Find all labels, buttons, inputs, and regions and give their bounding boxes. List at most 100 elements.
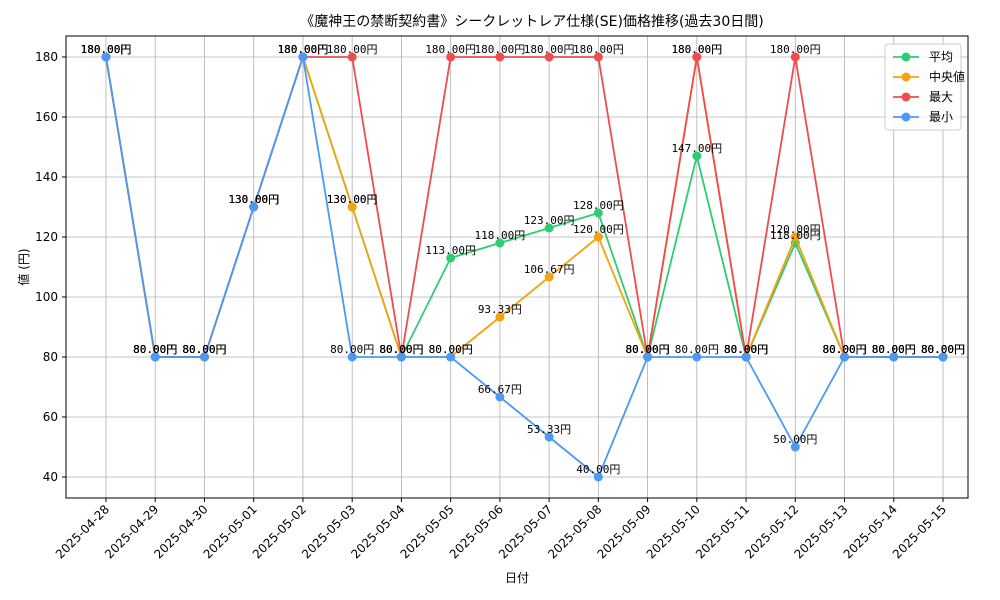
data-point <box>593 232 603 242</box>
data-label: 130.00円 <box>228 193 279 206</box>
data-label: 80.00円 <box>379 343 423 356</box>
data-label: 80.00円 <box>330 343 374 356</box>
data-point <box>790 232 800 242</box>
data-point <box>347 202 357 212</box>
data-label: 180.00円 <box>81 43 132 56</box>
data-point <box>544 223 554 233</box>
data-point <box>101 52 111 62</box>
data-point <box>840 352 850 362</box>
data-point <box>446 352 456 362</box>
data-label: 130.00円 <box>228 193 279 206</box>
legend-label: 中央値 <box>929 69 965 84</box>
data-label: 80.00円 <box>182 343 226 356</box>
data-label: 180.00円 <box>81 43 132 56</box>
data-point <box>495 52 505 62</box>
data-label: 80.00円 <box>872 343 916 356</box>
data-label: 80.00円 <box>872 343 916 356</box>
legend-label: 平均 <box>929 50 953 64</box>
data-point <box>298 52 308 62</box>
data-label: 130.00円 <box>228 193 279 206</box>
series-line-2 <box>105 56 943 358</box>
data-label: 80.00円 <box>626 343 670 356</box>
data-point <box>544 272 554 282</box>
y-axis-label: 値 (円) <box>16 248 31 285</box>
legend-marker <box>901 72 911 82</box>
legend-marker <box>901 112 911 122</box>
data-label: 80.00円 <box>626 343 670 356</box>
data-label: 180.00円 <box>278 43 329 56</box>
legend-marker <box>901 52 911 62</box>
data-point <box>446 253 456 263</box>
data-label: 40.00円 <box>576 463 620 476</box>
data-label: 80.00円 <box>182 343 226 356</box>
data-label: 180.00円 <box>475 43 526 56</box>
data-label: 180.00円 <box>327 43 378 56</box>
data-label: 53.33円 <box>527 423 571 436</box>
data-point <box>692 352 702 362</box>
y-tick-label: 140 <box>35 170 58 184</box>
data-point <box>889 352 899 362</box>
data-label: 80.00円 <box>724 343 768 356</box>
data-point <box>790 52 800 62</box>
data-point <box>593 52 603 62</box>
data-label: 66.67円 <box>478 383 522 396</box>
data-point <box>199 352 209 362</box>
legend-marker <box>901 92 911 102</box>
data-label: 80.00円 <box>822 343 866 356</box>
series-line-1 <box>105 56 943 358</box>
data-label: 80.00円 <box>626 343 670 356</box>
data-label: 80.00円 <box>822 343 866 356</box>
series-line-0 <box>105 56 943 358</box>
data-point <box>396 352 406 362</box>
data-point <box>741 352 751 362</box>
data-point <box>643 352 653 362</box>
data-point <box>249 202 259 212</box>
series-group <box>101 52 948 482</box>
data-label: 80.00円 <box>133 343 177 356</box>
data-point <box>790 442 800 452</box>
data-label: 118.00円 <box>475 229 526 242</box>
data-point <box>495 312 505 322</box>
data-point <box>495 392 505 402</box>
data-label: 80.00円 <box>724 343 768 356</box>
y-tick-label: 180 <box>35 50 58 64</box>
data-point <box>495 238 505 248</box>
data-label: 80.00円 <box>724 343 768 356</box>
data-label: 80.00円 <box>182 343 226 356</box>
x-axis-label: 日付 <box>505 571 529 585</box>
x-axis: 2025-04-282025-04-292025-04-302025-05-01… <box>53 498 949 561</box>
data-label: 80.00円 <box>429 343 473 356</box>
data-label: 80.00円 <box>675 343 719 356</box>
data-label: 180.00円 <box>671 43 722 56</box>
data-label: 80.00円 <box>429 343 473 356</box>
y-tick-label: 60 <box>43 410 58 424</box>
data-label: 80.00円 <box>921 343 965 356</box>
data-point <box>347 352 357 362</box>
data-label: 120.00円 <box>770 223 821 236</box>
data-label: 80.00円 <box>626 343 670 356</box>
data-label: 50.00円 <box>773 433 817 446</box>
data-label: 80.00円 <box>379 343 423 356</box>
data-label: 130.00円 <box>228 193 279 206</box>
data-label: 80.00円 <box>822 343 866 356</box>
data-point <box>446 52 456 62</box>
data-label: 147.00円 <box>671 142 722 155</box>
data-label: 128.00円 <box>573 199 624 212</box>
data-label: 180.00円 <box>770 43 821 56</box>
y-axis: 40 60 80 100 120 140 160 180 <box>35 50 66 484</box>
data-label: 80.00円 <box>133 343 177 356</box>
chart-title: 《魔神王の禁断契約書》シークレットレア仕様(SE)価格推移(過去30日間) <box>300 14 763 30</box>
data-label: 113.00円 <box>425 244 476 257</box>
data-point <box>593 208 603 218</box>
data-label: 180.00円 <box>425 43 476 56</box>
data-label: 80.00円 <box>379 343 423 356</box>
data-labels: 180.00円 80.00円 80.00円 130.00円 180.00円 130.00円… <box>81 43 965 476</box>
data-label: 80.00円 <box>133 343 177 356</box>
data-label: 80.00円 <box>872 343 916 356</box>
y-tick-label: 80 <box>43 350 58 364</box>
data-label: 106.67円 <box>524 263 575 276</box>
series-line-3 <box>105 56 943 478</box>
data-point <box>544 52 554 62</box>
